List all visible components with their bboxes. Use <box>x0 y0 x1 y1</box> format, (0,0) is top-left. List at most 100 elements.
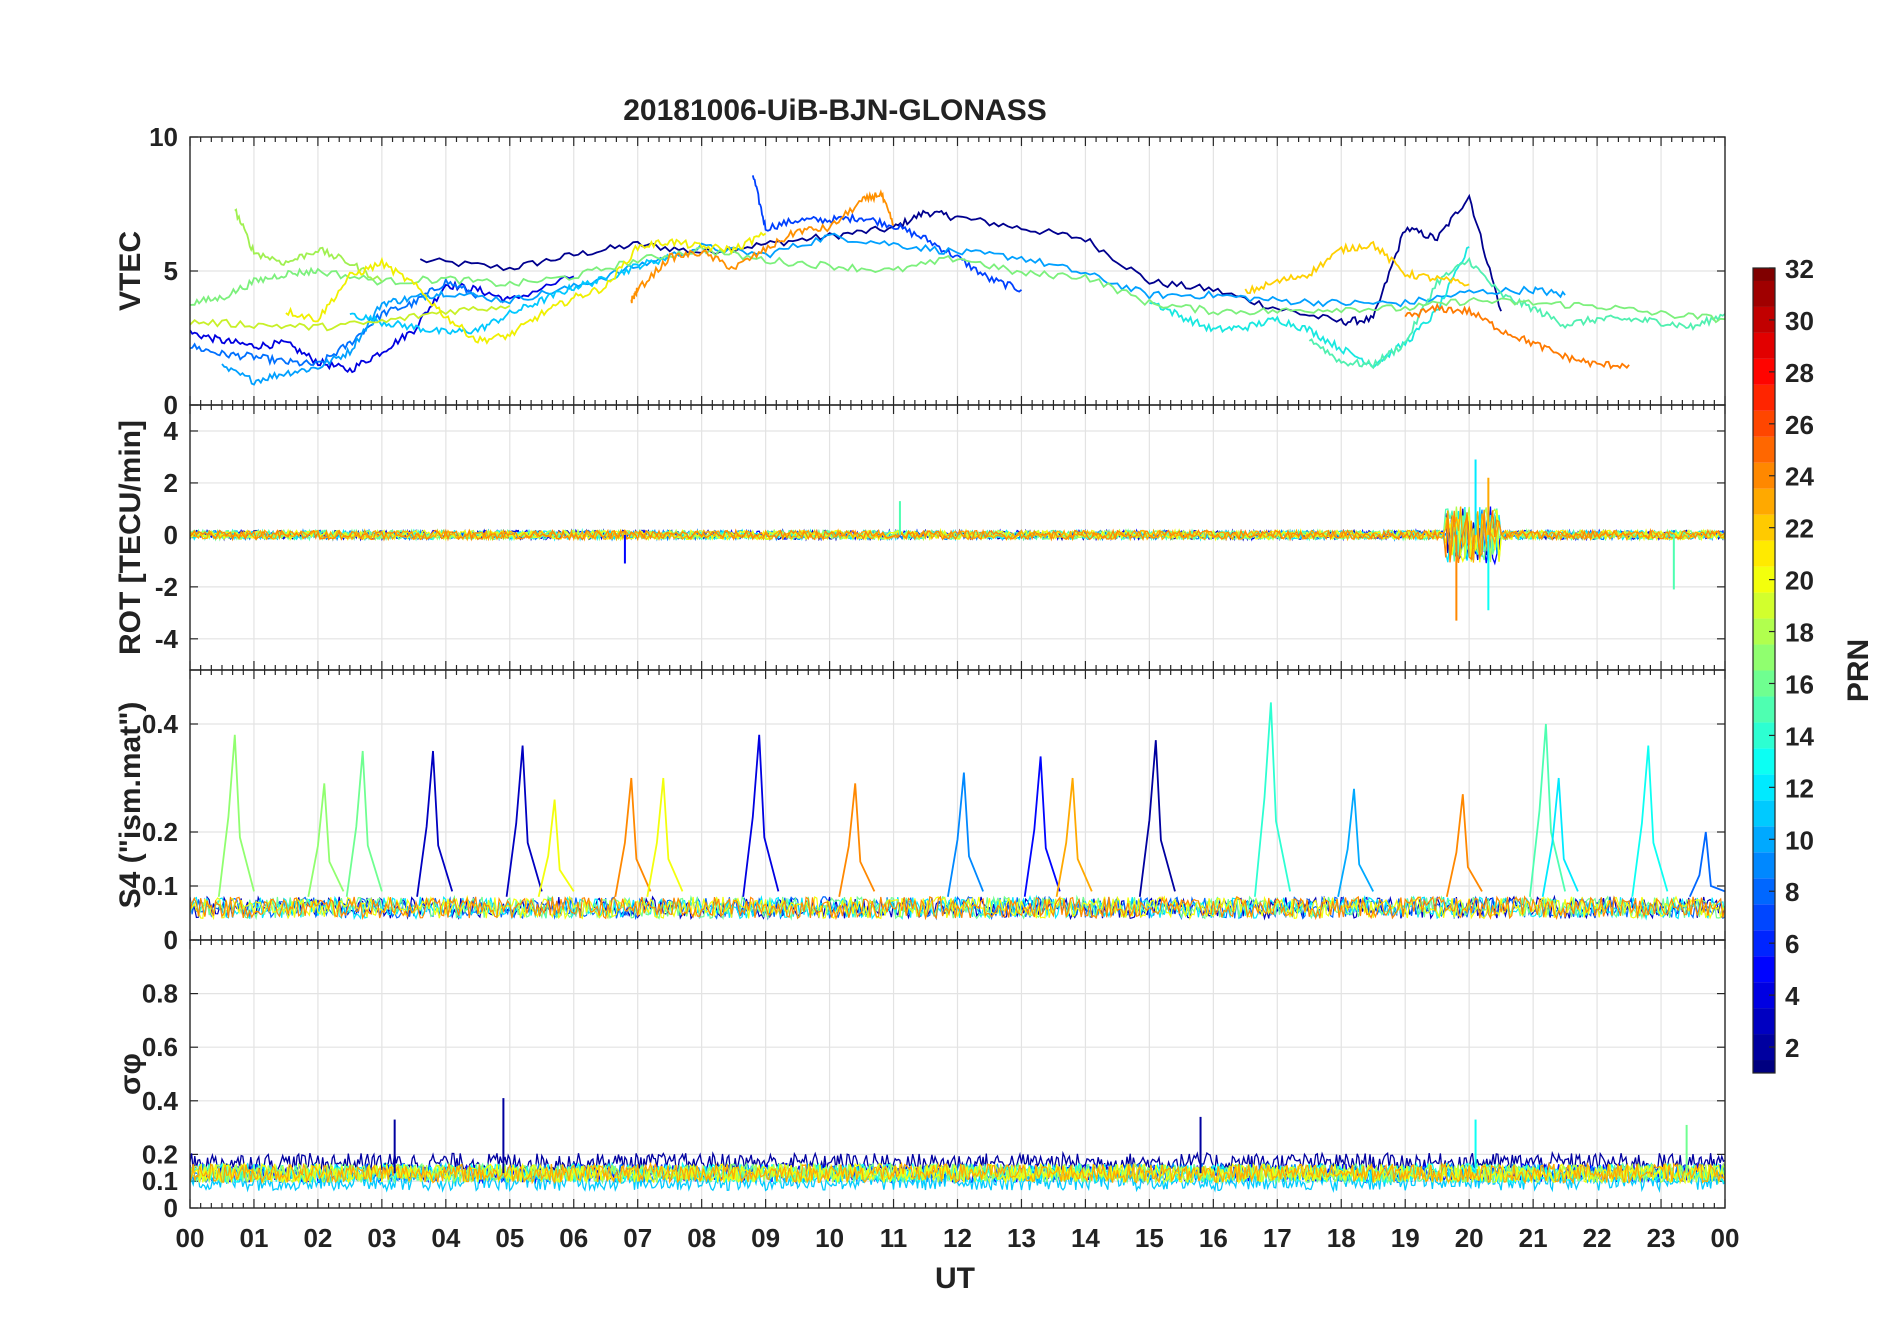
y-tick-label: -4 <box>155 624 179 654</box>
colorbar-swatch <box>1753 774 1775 801</box>
colorbar-swatch <box>1753 540 1775 567</box>
colorbar-swatch <box>1753 566 1775 593</box>
s4-spike <box>537 799 575 898</box>
vtec-series-prn-17 <box>234 208 383 283</box>
vtec-series-prn-1 <box>419 193 1502 327</box>
y-tick-label: 0 <box>164 1193 178 1223</box>
s4-series-prn-24 <box>190 895 1725 921</box>
x-tick-label: 08 <box>687 1223 716 1253</box>
vtec-series-prn-23 <box>630 189 895 304</box>
s4-series-prn-20 <box>190 894 1725 921</box>
s4-spike <box>1631 745 1669 897</box>
y-tick-label: 0.8 <box>142 979 178 1009</box>
vtec-series-prn-13 <box>1149 246 1470 369</box>
axes-box <box>189 939 1726 1209</box>
y-axis-label-sigma_phi: σφ <box>114 1053 147 1095</box>
colorbar-swatch <box>1753 268 1775 281</box>
colorbar-swatch <box>1753 878 1775 905</box>
colorbar-tick-label: 8 <box>1785 877 1799 907</box>
colorbar-frame <box>1752 267 1776 1074</box>
x-tick-label: 04 <box>431 1223 460 1253</box>
y-tick-label: 0.1 <box>142 871 178 901</box>
s4-spike <box>947 772 984 897</box>
colorbar-swatch <box>1753 462 1775 489</box>
s4-spike <box>742 734 780 897</box>
colorbar-tick-label: 28 <box>1785 358 1814 388</box>
colorbar-swatch <box>1753 696 1775 723</box>
vtec-series-prn-15 <box>1308 256 1725 370</box>
colorbar-tick-label: 14 <box>1785 721 1814 751</box>
colorbar-swatch <box>1753 358 1775 385</box>
x-tick-label: 07 <box>623 1223 652 1253</box>
y-tick-label: 0 <box>164 925 178 955</box>
vtec-series-prn-3 <box>190 275 575 374</box>
y-tick-label: 0.4 <box>142 1086 179 1116</box>
x-tick-label: 03 <box>367 1223 396 1253</box>
y-tick-label: 2 <box>164 468 178 498</box>
colorbar-tick-label: 2 <box>1785 1033 1799 1063</box>
s4-spike <box>838 783 876 897</box>
y-axis-label-rot: ROT [TECU/min] <box>114 420 147 655</box>
s4-spike <box>217 734 255 897</box>
colorbar-tick-label: 32 <box>1785 254 1814 284</box>
colorbar-tick-label: 24 <box>1785 462 1814 492</box>
colorbar-swatch <box>1753 1034 1775 1061</box>
colorbar-tick-label: 6 <box>1785 929 1799 959</box>
y-tick-label: -2 <box>155 572 178 602</box>
colorbar-swatch <box>1753 514 1775 541</box>
vtec-series-prn-18 <box>190 305 511 332</box>
colorbar-swatch <box>1753 384 1775 411</box>
colorbar-tick-label: 4 <box>1785 981 1800 1011</box>
data-layer <box>190 702 1725 921</box>
panel-s4: 0 0.1 0.2 0.4S4 ("ism.mat") <box>114 669 1726 955</box>
colorbar-swatch <box>1753 306 1775 333</box>
s4-spike <box>1337 788 1374 897</box>
x-tick-label: 12 <box>943 1223 972 1253</box>
rot-series-prn-20 <box>190 509 1725 564</box>
colorbar-tick-label: 20 <box>1785 566 1814 596</box>
x-tick-label: 13 <box>1007 1223 1036 1253</box>
colorbar-swatch <box>1753 826 1775 853</box>
vtec-series-prn-16 <box>190 246 1725 324</box>
panel-sigma_phi: 00.10.2 0.4 0.6 0.8 σφ <box>114 939 1726 1223</box>
s4-spike <box>1254 702 1291 897</box>
x-tick-label: 18 <box>1327 1223 1356 1253</box>
s4-spike <box>1445 794 1483 897</box>
colorbar-swatch <box>1753 904 1775 931</box>
vtec-series-prn-24 <box>1404 302 1630 370</box>
colorbar-swatch <box>1753 1008 1775 1035</box>
colorbar-swatch <box>1753 982 1775 1009</box>
s4-spike <box>505 745 543 897</box>
x-tick-label: 10 <box>815 1223 844 1253</box>
x-tick-label: 06 <box>559 1223 588 1253</box>
s4-spike <box>1688 831 1725 898</box>
vtec-series-prn-11 <box>349 253 671 336</box>
y-tick-label: 0.2 <box>142 1139 178 1169</box>
x-tick-label: 19 <box>1391 1223 1420 1253</box>
s4-spike <box>614 777 652 897</box>
s4-spike <box>345 750 383 897</box>
colorbar-swatch <box>1753 410 1775 437</box>
vtec-series-prn-7 <box>190 277 479 367</box>
colorbar-tick-label: 18 <box>1785 618 1814 648</box>
y-tick-label: 10 <box>149 122 178 152</box>
s4-spike <box>307 783 345 897</box>
panel-vtec: 0 5 10 VTEC <box>114 122 1726 420</box>
colorbar-swatch <box>1753 956 1775 983</box>
x-tick-label: 22 <box>1583 1223 1612 1253</box>
chart-title: 20181006-UiB-BJN-GLONASS <box>623 94 1046 127</box>
y-tick-label: 4 <box>164 416 179 446</box>
s4-spike <box>1023 756 1061 897</box>
panel-rot: -4 -2 0 2 4 ROT [TECU/min] <box>114 404 1726 671</box>
y-axis-label-vtec: VTEC <box>114 231 147 311</box>
colorbar-swatch <box>1753 280 1775 307</box>
colorbar-swatch <box>1753 852 1775 879</box>
y-tick-label: 0.4 <box>142 709 179 739</box>
x-tick-label: 09 <box>751 1223 780 1253</box>
s4-spike <box>1055 777 1093 897</box>
x-tick-label: 16 <box>1199 1223 1228 1253</box>
colorbar-tick-label: 12 <box>1785 773 1814 803</box>
s4-spike <box>1529 723 1566 897</box>
x-tick-label: 11 <box>880 1223 908 1253</box>
